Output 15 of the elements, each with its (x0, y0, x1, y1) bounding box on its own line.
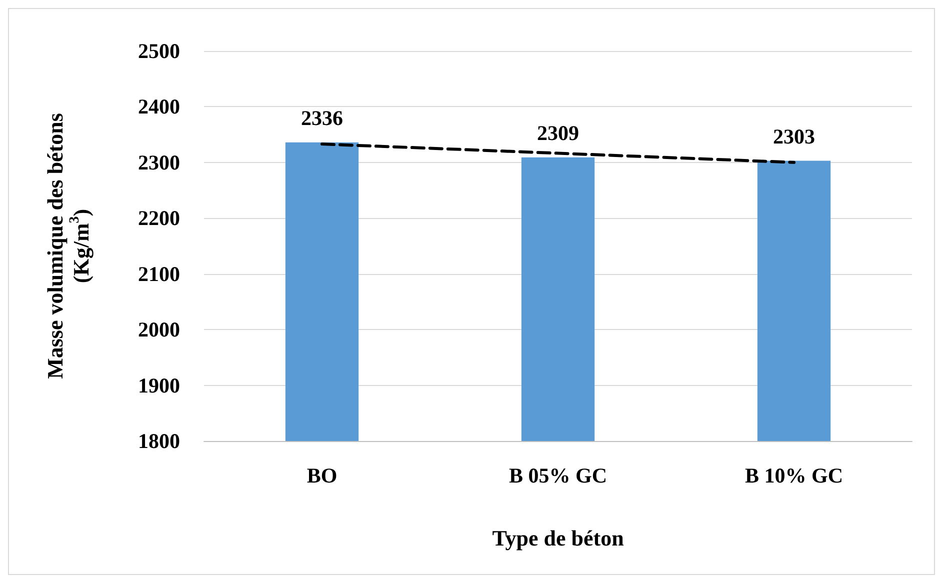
x-axis-title: Type de béton (492, 526, 624, 550)
y-tick-label: 2300 (138, 150, 180, 174)
data-label: 2336 (301, 106, 343, 130)
x-tick-label: B 10% GC (744, 464, 844, 488)
y-tick-label: 1900 (138, 373, 180, 398)
data-label: 2303 (773, 124, 815, 148)
data-label: 2309 (537, 120, 579, 145)
x-tick-label: B 05% GC (508, 464, 608, 488)
y-tick-label: 2400 (138, 94, 180, 119)
y-tick-label: 2100 (138, 262, 180, 286)
y-tick-label: 2200 (138, 206, 180, 230)
y-tick-label: 2000 (138, 318, 180, 342)
x-tick-label: BO (306, 464, 338, 488)
y-tick-label: 1800 (138, 429, 180, 453)
y-tick-label: 2500 (138, 39, 180, 63)
